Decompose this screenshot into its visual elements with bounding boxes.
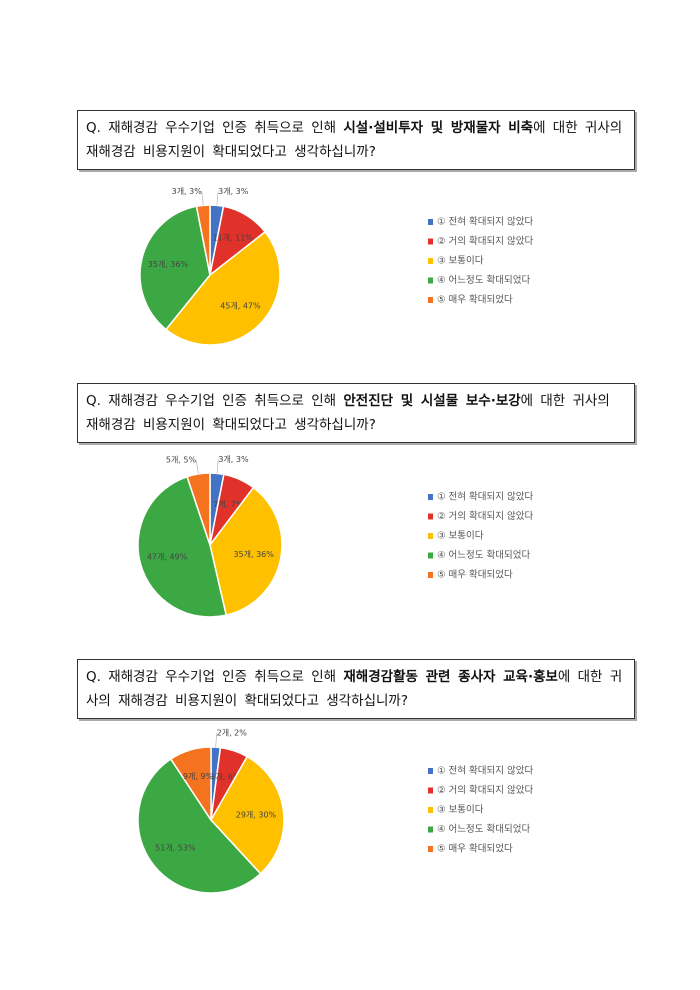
question-text: 에 대한 귀사의 재해경감 비용지원이 확대되었다고 생각하십니까? [86,120,623,160]
data-label: 3개, 3% [218,454,249,464]
question-box: Q. 재해경감 우수기업 인증 취득으로 인해 시설·설비투자 및 방재물자 비… [77,110,635,170]
data-label: 35개, 36% [233,549,274,559]
legend-swatch [428,297,433,303]
legend-swatch [428,219,433,225]
leader-line [216,191,219,206]
leader-line [215,733,217,748]
question-text: Q. 재해경감 우수기업 인증 취득으로 인해 [86,393,344,409]
pie-slice [137,758,262,894]
legend-label: ⑤ 매우 확대되었다 [437,843,513,855]
data-label: 3개, 3% [218,186,249,196]
legend-label: ③ 보통이다 [437,531,484,542]
question-text: 에 대한 귀사의 재해경감 비용지원이 확대되었다고 생각하십니까? [86,669,623,709]
legend-label: ④ 어느정도 확대되었다 [437,549,530,561]
question-box: Q. 재해경감 우수기업 인증 취득으로 인해 안전진단 및 시설물 보수·보강… [77,383,635,443]
legend-swatch [428,846,433,852]
legend-swatch [428,277,433,284]
pie-slice [164,230,281,346]
legend-label: ① 전혀 확대되지 않았다 [437,216,533,228]
data-label: 11개, 11% [212,233,253,243]
legend-label: ⑤ 매우 확대되었다 [437,294,513,306]
question-emphasis: 재해경감활동 관련 종사자 교육·홍보 [343,669,558,685]
legend-swatch [428,494,433,500]
legend-swatch [428,258,433,264]
leader-line [195,460,199,474]
pie-slice [137,475,228,618]
legend-label: ④ 어느정도 확대되었다 [437,823,530,835]
data-label: 6개, 6% [210,772,241,782]
data-label: 9개, 9% [183,771,214,781]
legend-swatch [428,572,433,578]
legend-label: ① 전혀 확대되지 않았다 [437,765,533,777]
legend-label: ③ 보통이다 [437,805,484,816]
data-label: 2개, 2% [217,728,248,738]
question-emphasis: 시설·설비투자 및 방재물자 비축 [343,120,534,136]
legend-swatch [428,552,433,559]
data-label: 35개, 36% [148,259,189,269]
data-label: 7개, 7% [213,499,244,509]
question-text: Q. 재해경감 우수기업 인증 취득으로 인해 [86,120,344,136]
legend-swatch [428,533,433,539]
pie-slice [209,486,283,617]
leader-line [216,459,219,474]
question-text: Q. 재해경감 우수기업 인증 취득으로 인해 [86,669,344,685]
legend-label: ⑤ 매우 확대되었다 [437,569,513,581]
pie-slice [139,205,211,331]
legend-swatch [428,807,433,813]
legend-swatch [428,238,433,245]
legend-swatch [428,768,433,774]
question-emphasis: 안전진단 및 시설물 보수·보강 [343,393,521,409]
legend-label: ③ 보통이다 [437,256,484,267]
pie-slice [195,204,211,276]
question-box: Q. 재해경감 우수기업 인증 취득으로 인해 재해경감활동 관련 종사자 교육… [77,659,635,719]
data-label: 29개, 30% [236,809,277,819]
legend-label: ② 거의 확대되지 않았다 [437,510,533,522]
data-label: 3개, 3% [172,186,203,196]
legend-swatch [428,513,433,520]
data-label: 51개, 53% [155,842,196,852]
data-label: 45개, 47% [220,300,261,310]
legend-label: ① 전혀 확대되지 않았다 [437,491,533,503]
pie-slice [169,746,212,823]
leader-line [201,191,204,206]
legend-label: ② 거의 확대되지 않았다 [437,784,533,796]
legend-swatch [428,826,433,833]
legend-label: ④ 어느정도 확대되었다 [437,274,530,286]
legend-swatch [428,787,433,794]
legend-label: ② 거의 확대되지 않았다 [437,235,533,247]
data-label: 47개, 49% [147,552,188,562]
pie-slice [210,755,285,875]
question-text: 에 대한 귀사의 재해경감 비용지원이 확대되었다고 생각하십니까? [86,393,610,433]
data-label: 5개, 5% [166,455,197,465]
